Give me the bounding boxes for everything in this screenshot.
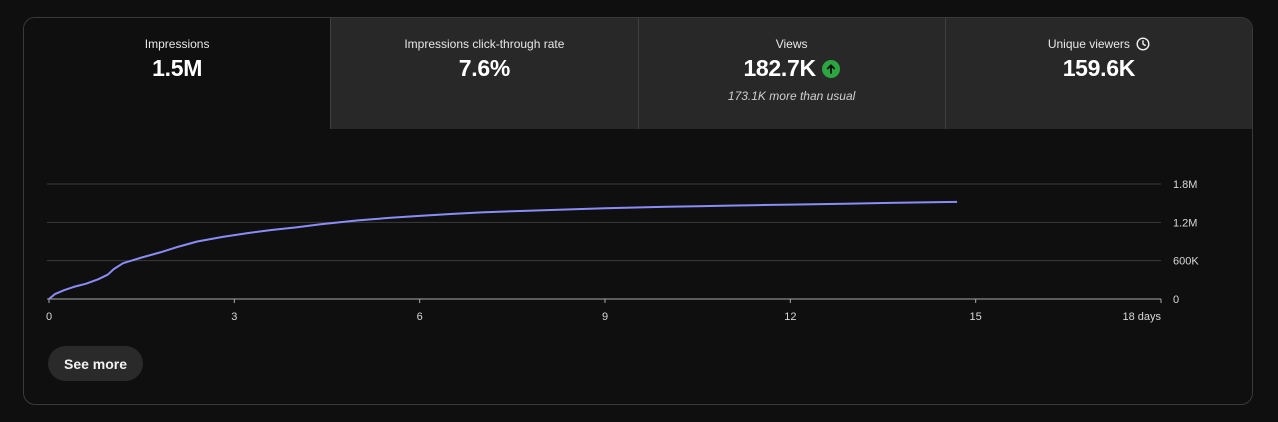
tab-value: 159.6K — [1062, 55, 1136, 82]
analytics-card: Impressions 1.5M Impressions click-throu… — [23, 17, 1253, 405]
unique-viewers-label: Unique viewers — [1047, 37, 1130, 51]
chart-svg: 1.8M 1.2M 600K 0 0 3 6 9 12 15 18 days — [46, 179, 1199, 323]
see-more-button[interactable]: See more — [48, 346, 144, 381]
tab-label: Unique viewers — [1048, 36, 1150, 52]
tab-label: Views — [776, 36, 808, 52]
tab-value: 1.5M — [152, 55, 202, 82]
y-tick-label: 0 — [1173, 294, 1179, 306]
metric-tabs: Impressions 1.5M Impressions click-throu… — [24, 18, 1252, 129]
impressions-chart: 1.8M 1.2M 600K 0 0 3 6 9 12 15 18 days — [24, 129, 1252, 329]
views-note: 173.1K more than usual — [727, 89, 856, 103]
x-tick-label: 6 — [417, 311, 423, 323]
clock-icon[interactable] — [1136, 37, 1150, 51]
ctr-value: 7.6% — [458, 55, 511, 81]
impressions-label: Impressions — [144, 37, 210, 51]
tab-value: 182.7K — [743, 55, 840, 82]
arrow-up-circle-icon — [821, 59, 840, 78]
tab-views[interactable]: Views 182.7K 173.1K more than usual — [637, 18, 945, 129]
x-tick-label: 9 — [602, 311, 608, 323]
y-tick-label: 1.2M — [1173, 217, 1197, 229]
views-label: Views — [775, 37, 808, 51]
impressions-value: 1.5M — [152, 55, 203, 81]
tab-label: Impressions click-through rate — [404, 36, 564, 52]
x-tick-label: 15 — [970, 311, 982, 323]
tab-value: 7.6% — [458, 55, 511, 82]
x-tick-label: 3 — [231, 311, 237, 323]
tab-impressions[interactable]: Impressions 1.5M — [24, 18, 331, 129]
views-value: 182.7K — [743, 55, 816, 81]
tab-unique-viewers[interactable]: Unique viewers 159.6K — [944, 18, 1252, 129]
y-tick-label: 1.8M — [1173, 179, 1197, 191]
impressions-series-line — [48, 200, 958, 300]
unique-viewers-value: 159.6K — [1062, 55, 1136, 81]
tab-label: Impressions — [145, 36, 210, 52]
x-tick-label: 18 days — [1122, 311, 1161, 323]
x-tick-label: 12 — [784, 311, 796, 323]
y-tick-label: 600K — [1173, 256, 1199, 268]
x-tick-label: 0 — [46, 311, 52, 323]
ctr-label: Impressions click-through rate — [404, 37, 565, 51]
tab-ctr[interactable]: Impressions click-through rate 7.6% — [330, 18, 638, 129]
